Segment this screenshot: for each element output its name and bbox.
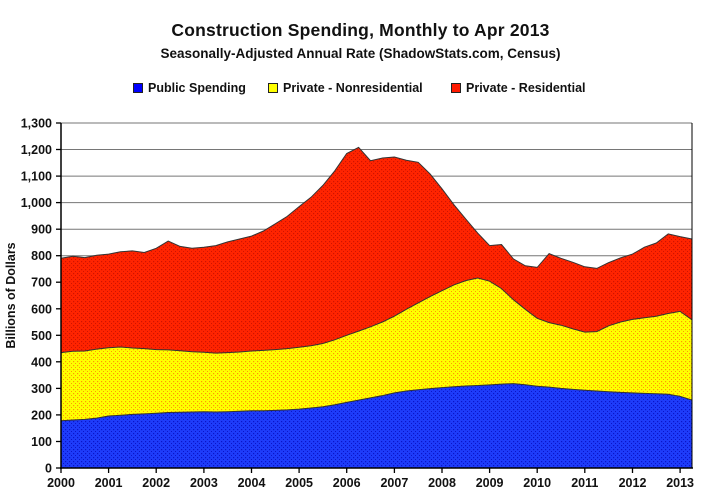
x-tick-label: 2003 (190, 476, 218, 490)
y-tick-label: 500 (31, 329, 52, 343)
chart-title: Construction Spending, Monthly to Apr 20… (171, 20, 550, 40)
boundary-private-residential (60, 146, 693, 269)
x-tick-label: 2012 (619, 476, 647, 490)
y-tick-label: 0 (45, 462, 52, 476)
y-tick-label: 1,100 (21, 170, 52, 184)
x-tick-label: 2002 (142, 476, 170, 490)
private-nonresidential-swatch (268, 83, 278, 93)
x-tick-label: 2007 (380, 476, 408, 490)
x-tick-label: 2004 (238, 476, 266, 490)
y-tick-label: 600 (31, 302, 52, 316)
y-tick-label: 700 (31, 276, 52, 290)
public-spending-swatch (133, 83, 143, 93)
x-tick-label: 2006 (333, 476, 361, 490)
x-tick-label: 2009 (476, 476, 504, 490)
y-tick-label: 200 (31, 408, 52, 422)
legend-item-private-residential: Private - Residential (451, 81, 586, 95)
x-tick-label: 2005 (285, 476, 313, 490)
chart-legend: Public Spending Private - Nonresidential… (0, 81, 721, 99)
y-tick-label: 800 (31, 249, 52, 263)
legend-label-public-spending: Public Spending (148, 81, 246, 95)
y-tick-label: 400 (31, 355, 52, 369)
y-tick-label: 1,200 (21, 143, 52, 157)
y-axis-title: Billions of Dollars (4, 242, 18, 348)
private-residential-swatch (451, 83, 461, 93)
legend-item-public-spending: Public Spending (133, 81, 246, 95)
area-public-spending (61, 383, 692, 468)
x-tick-label: 2011 (571, 476, 598, 490)
legend-label-private-nonresidential: Private - Nonresidential (283, 81, 423, 95)
x-tick-label: 2010 (523, 476, 551, 490)
y-tick-label: 300 (31, 382, 52, 396)
legend-item-private-nonresidential: Private - Nonresidential (268, 81, 423, 95)
x-tick-label: 2008 (428, 476, 456, 490)
y-tick-label: 1,000 (21, 196, 52, 210)
x-tick-label: 2000 (47, 476, 75, 490)
y-tick-label: 900 (31, 223, 52, 237)
chart-subtitle: Seasonally-Adjusted Annual Rate (ShadowS… (160, 46, 561, 61)
x-tick-label: 2013 (666, 476, 694, 490)
x-tick-label: 2001 (95, 476, 123, 490)
boundary-private-nonresidential (60, 277, 693, 354)
boundary-public-spending (60, 383, 693, 422)
y-tick-label: 1,300 (21, 117, 52, 131)
legend-label-private-residential: Private - Residential (466, 81, 586, 95)
y-tick-label: 100 (31, 435, 52, 449)
